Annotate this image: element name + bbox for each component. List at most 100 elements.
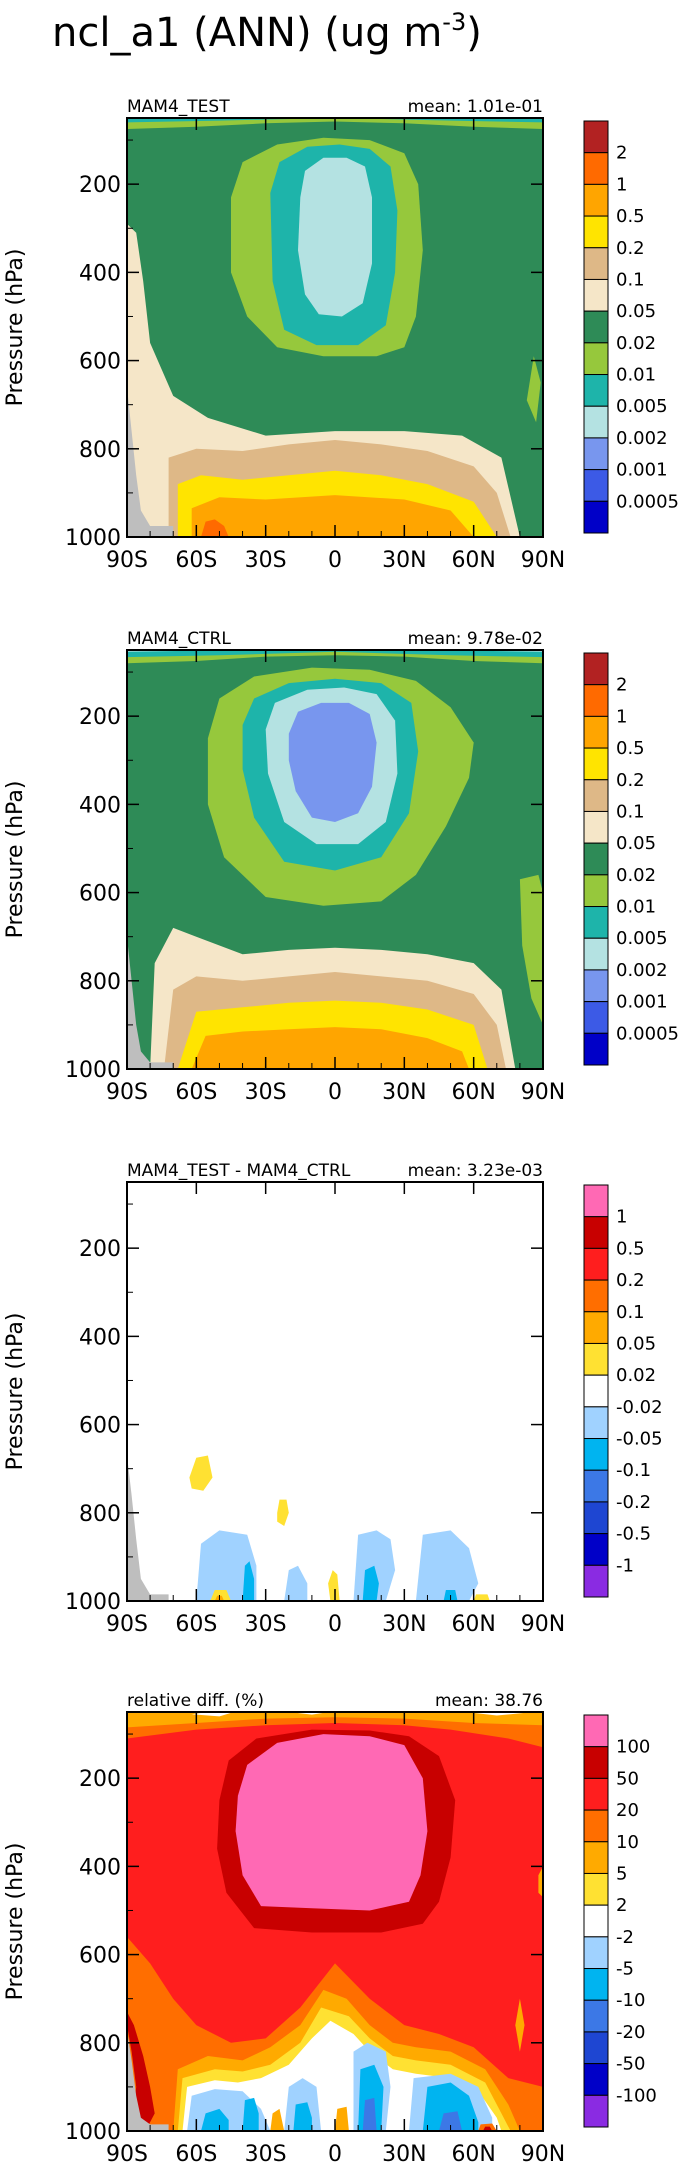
colorbar-label: -0.2 bbox=[616, 1492, 651, 1513]
x-tick-label: 0 bbox=[328, 1080, 342, 1105]
panel-mean: mean: 1.01e-01 bbox=[408, 97, 543, 117]
contour-region-30 bbox=[235, 1734, 428, 1911]
colorbar-label: 100 bbox=[616, 1737, 650, 1758]
colorbar-label: 0.005 bbox=[616, 396, 668, 417]
colorbar-box bbox=[583, 1001, 609, 1034]
colorbar-label: 0.0005 bbox=[616, 491, 679, 512]
colorbar-box bbox=[583, 437, 609, 471]
colorbar-box bbox=[583, 779, 609, 812]
colorbar-box bbox=[583, 278, 609, 312]
colorbar-label: 0.02 bbox=[616, 333, 656, 354]
contour-fill bbox=[127, 650, 543, 1069]
y-tick-label: 400 bbox=[79, 1325, 121, 1350]
colorbar-box bbox=[583, 1247, 609, 1281]
x-tick-label: 30S bbox=[245, 1612, 287, 1637]
colorbar-box bbox=[583, 1032, 609, 1066]
colorbar-box bbox=[583, 1746, 609, 1779]
colorbar-box bbox=[583, 342, 609, 376]
colorbar-box bbox=[583, 874, 609, 908]
x-tick-label: 30S bbox=[245, 2142, 287, 2167]
colorbar-label: 0.001 bbox=[616, 460, 668, 481]
contour-region-2 bbox=[127, 1712, 543, 1728]
colorbar-label: 1 bbox=[616, 1207, 627, 1228]
contour-region-19 bbox=[362, 2097, 377, 2131]
contour-region-8 bbox=[473, 1594, 490, 1601]
figure-title: ncl_a1 (ANN) (ug m-3) bbox=[52, 8, 482, 56]
colorbar-box bbox=[583, 1216, 609, 1249]
colorbar-box bbox=[583, 2094, 609, 2128]
colorbar-label: -0.1 bbox=[616, 1460, 651, 1481]
colorbar-label: 0.002 bbox=[616, 960, 668, 981]
contour-region-9 bbox=[189, 1455, 213, 1491]
x-tick-label: 90S bbox=[106, 1612, 148, 1637]
contour-region-0 bbox=[196, 1530, 257, 1601]
colorbar-label: 0.1 bbox=[616, 801, 645, 822]
x-tick-label: 90N bbox=[521, 2142, 565, 2167]
panel-mean: mean: 9.78e-02 bbox=[408, 629, 543, 649]
colorbar-box bbox=[583, 1342, 609, 1376]
y-tick-label: 400 bbox=[79, 793, 121, 818]
colorbar-box bbox=[583, 374, 609, 407]
colorbar-box bbox=[583, 500, 609, 534]
colorbar: 1 0.5 0.2 0.1 0.05 0.02 -0.02 -0.05 -0.1 -0.2 -0.5… bbox=[583, 1184, 663, 1598]
contour-region-1 bbox=[519, 874, 543, 1025]
colorbar-box bbox=[583, 747, 609, 781]
colorbar-box bbox=[583, 469, 609, 502]
colorbar-box bbox=[583, 1533, 609, 1566]
colorbar-box bbox=[583, 1438, 609, 1471]
x-tick-label: 30N bbox=[382, 1612, 426, 1637]
colorbar-label: -0.02 bbox=[616, 1397, 663, 1418]
y-tick-label: 1000 bbox=[65, 1590, 121, 1615]
colorbar-box bbox=[583, 810, 609, 844]
x-tick-label: 90N bbox=[521, 1080, 565, 1105]
contour-region-9 bbox=[288, 702, 377, 822]
colorbar-box bbox=[583, 1184, 609, 1218]
y-tick-label: 200 bbox=[79, 173, 121, 198]
contour-fill bbox=[127, 118, 543, 537]
contour-region-11 bbox=[210, 1590, 231, 1601]
colorbar-box bbox=[583, 684, 609, 717]
colorbar-box bbox=[583, 652, 609, 686]
colorbar-label: 0.0005 bbox=[616, 1023, 679, 1044]
contour-region-28 bbox=[538, 1866, 543, 1898]
colorbar-label: 2 bbox=[616, 143, 627, 164]
y-tick-label: 200 bbox=[79, 1767, 121, 1792]
panel-3: relative diff. (%) mean: 38.76 Pressure (h… bbox=[3, 1691, 657, 2167]
colorbar-label: 10 bbox=[616, 1832, 639, 1853]
contour-region-18 bbox=[422, 2082, 479, 2131]
colorbar-box bbox=[583, 1904, 609, 1938]
colorbar-label: 0.5 bbox=[616, 206, 645, 227]
contour-region-22 bbox=[335, 2106, 349, 2131]
colorbar-label: -0.5 bbox=[616, 1524, 651, 1545]
y-tick-label: 600 bbox=[79, 1414, 121, 1439]
colorbar-box bbox=[583, 405, 609, 439]
colorbar-label: 20 bbox=[616, 1800, 639, 1821]
colorbar-box bbox=[583, 1406, 609, 1440]
y-tick-label: 1000 bbox=[65, 526, 121, 551]
colorbar-box bbox=[583, 937, 609, 971]
colorbar-box bbox=[583, 1374, 609, 1408]
colorbar-box bbox=[583, 1968, 609, 2001]
panel-title: MAM4_CTRL bbox=[127, 629, 231, 649]
panel-title: MAM4_TEST bbox=[127, 97, 230, 117]
colorbar-box bbox=[583, 1777, 609, 1811]
colorbar-label: 0.1 bbox=[616, 269, 645, 290]
colorbar-box bbox=[583, 1936, 609, 1970]
colorbar-box bbox=[583, 1469, 609, 1503]
colorbar-label: 0.002 bbox=[616, 428, 668, 449]
contour-region-13 bbox=[127, 936, 174, 1069]
contour-fill bbox=[127, 1182, 543, 1601]
y-tick-label: 800 bbox=[79, 970, 121, 995]
contour-region-13 bbox=[127, 387, 174, 537]
colorbar-label: -5 bbox=[616, 1959, 634, 1980]
x-tick-label: 0 bbox=[328, 548, 342, 573]
x-tick-label: 60N bbox=[451, 1080, 495, 1105]
contour-region-5 bbox=[191, 495, 474, 537]
contour-region-11 bbox=[127, 650, 543, 658]
colorbar-label: 0.02 bbox=[616, 865, 656, 886]
colorbar-box bbox=[583, 842, 609, 876]
colorbar-label: 0.2 bbox=[616, 1270, 645, 1291]
x-tick-label: 0 bbox=[328, 2142, 342, 2167]
panel-title: relative diff. (%) bbox=[127, 1691, 264, 1711]
